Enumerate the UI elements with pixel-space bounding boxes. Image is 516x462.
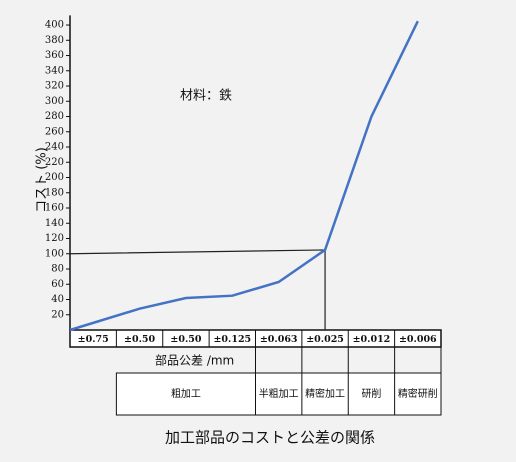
x-tick-label: ±0.125 [213, 334, 251, 345]
y-axis-label: コスト (%) [35, 147, 50, 213]
y-tick-label: 140 [45, 218, 64, 229]
annotation: 材料：鉄 [180, 89, 232, 104]
y-tick-label: 80 [51, 264, 64, 275]
y-tick-label: 320 [45, 81, 64, 92]
x-tick-label: ±0.50 [124, 334, 155, 345]
y-tick-label: 280 [45, 111, 64, 122]
x-tick-label: ±0.063 [260, 334, 298, 345]
process-label: 精密研削 [398, 387, 438, 400]
y-tick-label: 40 [51, 294, 64, 305]
y-tick-label: 380 [45, 35, 64, 46]
process-label: 粗加工 [171, 388, 201, 400]
process-label: 精密加工 [305, 387, 345, 400]
x-tick-label: ±0.75 [78, 334, 109, 345]
y-tick-label: 300 [45, 96, 64, 107]
x-axis-label: 部品公差 /mm [155, 353, 234, 368]
y-tick-label: 60 [51, 279, 64, 290]
x-tick-label: ±0.006 [399, 334, 437, 345]
x-tick-label: ±0.50 [170, 334, 201, 345]
y-tick-label: 20 [51, 309, 64, 320]
y-tick-label: 200 [45, 172, 64, 183]
y-tick-label: 400 [45, 20, 64, 31]
data-line [69, 20, 419, 332]
x-tick-label: ±0.025 [306, 334, 344, 345]
y-tick-label: 260 [45, 126, 64, 137]
process-row [115, 372, 442, 416]
y-tick-label: 220 [45, 157, 64, 168]
y-tick-label: 100 [45, 248, 64, 259]
y-tick-label: 160 [45, 203, 64, 214]
y-tick-label: 360 [45, 50, 64, 61]
x-tick-label: ±0.012 [353, 334, 391, 345]
process-label: 半粗加工 [259, 387, 299, 400]
process-label: 研削 [361, 387, 381, 400]
y-tick-label: 120 [45, 233, 64, 244]
chart-title: 加工部品のコストと公差の関係 [165, 429, 375, 447]
y-tick-label: 240 [45, 142, 64, 153]
y-tick-label: 180 [45, 187, 64, 198]
y-tick-label: 340 [45, 65, 64, 76]
